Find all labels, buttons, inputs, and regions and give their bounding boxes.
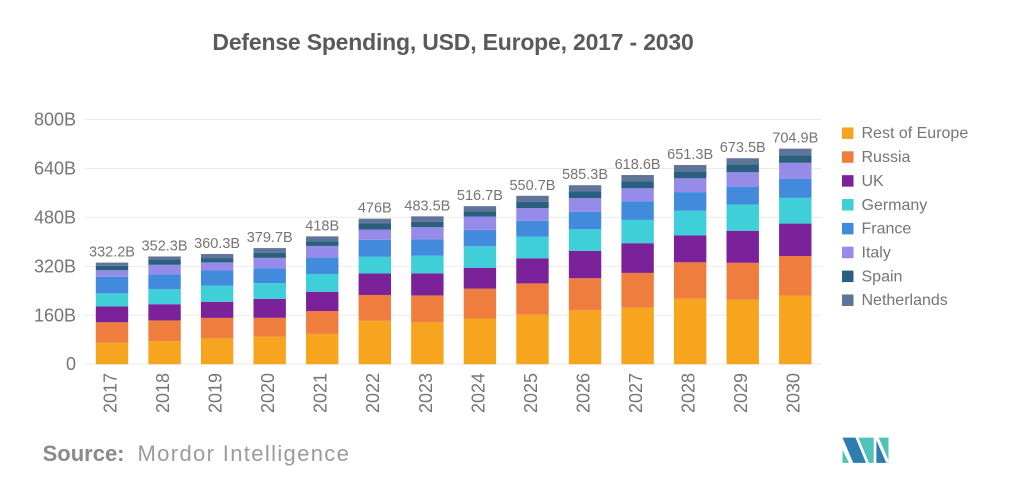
svg-text:800B: 800B bbox=[34, 110, 76, 130]
svg-text:UK: UK bbox=[862, 173, 885, 190]
svg-text:480B: 480B bbox=[34, 207, 76, 227]
svg-text:2022: 2022 bbox=[363, 373, 383, 413]
svg-text:673.5B: 673.5B bbox=[720, 140, 766, 156]
svg-text:Italy: Italy bbox=[862, 245, 891, 262]
svg-text:160B: 160B bbox=[34, 305, 76, 325]
svg-text:2028: 2028 bbox=[679, 373, 699, 413]
svg-text:2024: 2024 bbox=[468, 373, 488, 413]
svg-text:618.6B: 618.6B bbox=[615, 157, 661, 173]
svg-text:379.7B: 379.7B bbox=[247, 230, 293, 246]
svg-text:2017: 2017 bbox=[100, 373, 120, 413]
svg-text:2020: 2020 bbox=[258, 373, 278, 413]
svg-text:320B: 320B bbox=[34, 256, 76, 276]
svg-text:Defense Spending, USD, Europe,: Defense Spending, USD, Europe, 2017 - 20… bbox=[212, 29, 693, 55]
svg-text:Russia: Russia bbox=[862, 149, 911, 166]
svg-text:Netherlands: Netherlands bbox=[862, 292, 948, 309]
svg-text:Rest of Europe: Rest of Europe bbox=[862, 125, 969, 142]
svg-text:Source:: Source: bbox=[43, 441, 125, 466]
svg-text:332.2B: 332.2B bbox=[89, 245, 135, 261]
svg-text:585.3B: 585.3B bbox=[562, 167, 608, 183]
svg-text:0: 0 bbox=[66, 354, 76, 374]
svg-text:2019: 2019 bbox=[206, 373, 226, 413]
svg-text:2021: 2021 bbox=[311, 373, 331, 413]
svg-text:2018: 2018 bbox=[153, 373, 173, 413]
svg-text:516.7B: 516.7B bbox=[457, 188, 503, 204]
svg-text:418B: 418B bbox=[305, 218, 339, 234]
svg-text:2023: 2023 bbox=[416, 373, 436, 413]
svg-text:360.3B: 360.3B bbox=[194, 236, 240, 252]
svg-text:483.5B: 483.5B bbox=[404, 198, 450, 214]
svg-text:352.3B: 352.3B bbox=[142, 238, 188, 254]
svg-text:Spain: Spain bbox=[862, 268, 903, 285]
svg-text:2030: 2030 bbox=[784, 373, 804, 413]
svg-text:550.7B: 550.7B bbox=[509, 178, 555, 194]
svg-text:France: France bbox=[862, 221, 912, 238]
svg-text:476B: 476B bbox=[358, 201, 392, 217]
svg-text:Mordor Intelligence: Mordor Intelligence bbox=[138, 441, 351, 466]
svg-text:2029: 2029 bbox=[731, 373, 751, 413]
svg-text:640B: 640B bbox=[34, 158, 76, 178]
svg-text:2025: 2025 bbox=[521, 373, 541, 413]
svg-text:651.3B: 651.3B bbox=[667, 147, 713, 163]
svg-text:2027: 2027 bbox=[626, 373, 646, 413]
svg-text:Germany: Germany bbox=[862, 197, 928, 214]
svg-text:704.9B: 704.9B bbox=[772, 131, 818, 147]
svg-text:2026: 2026 bbox=[573, 373, 593, 413]
